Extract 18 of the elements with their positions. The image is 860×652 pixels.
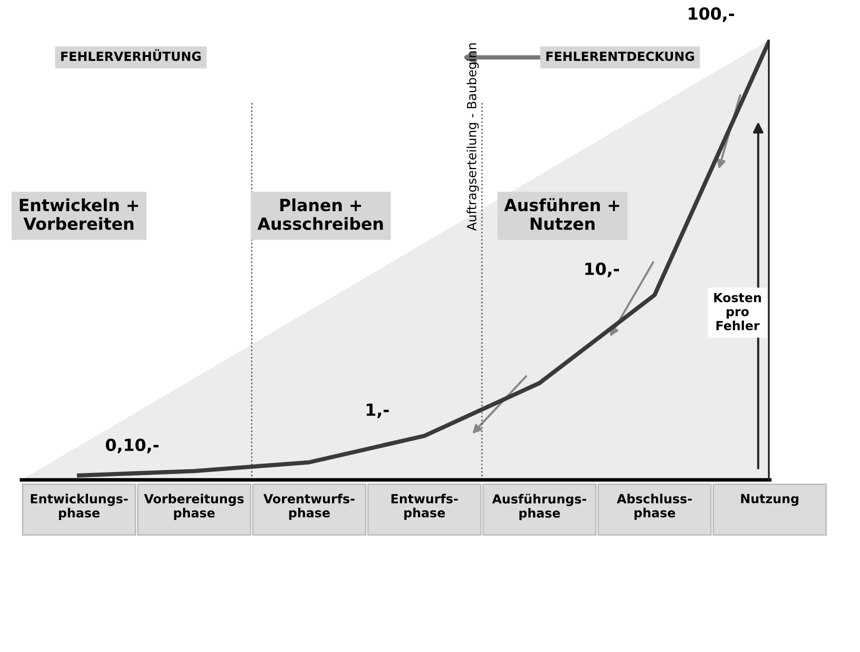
annotation: Auftragserteilung - Baubeginn <box>466 43 479 231</box>
x-tick-label: Nutzung <box>741 494 798 506</box>
annotation: Kosten pro Fehler <box>714 292 761 330</box>
x-tick-label: Entwurfs- phase <box>391 494 458 520</box>
annotation: 100,- <box>688 7 734 22</box>
x-tick-label: Abschluss- phase <box>616 494 692 520</box>
x-tick-label: Vorbereitungs phase <box>144 494 244 520</box>
annotation: Ausführen + Nutzen <box>504 198 620 230</box>
annotation: Entwickeln + Vorbereiten <box>20 198 138 230</box>
annotation: FEHLERENTDECKUNG <box>546 52 694 62</box>
x-tick-label: Entwicklungs- phase <box>30 494 128 520</box>
annotation: FEHLERVERHÜTUNG <box>61 49 201 62</box>
x-tick-label: Vorentwurfs- phase <box>263 494 354 520</box>
x-tick-label: Ausführungs- phase <box>492 494 586 520</box>
annotation: 0,10,- <box>106 438 159 454</box>
annotation: 10,- <box>585 262 619 278</box>
annotation: 1,- <box>366 404 389 418</box>
annotation: Planen + Ausschreiben <box>258 198 383 230</box>
